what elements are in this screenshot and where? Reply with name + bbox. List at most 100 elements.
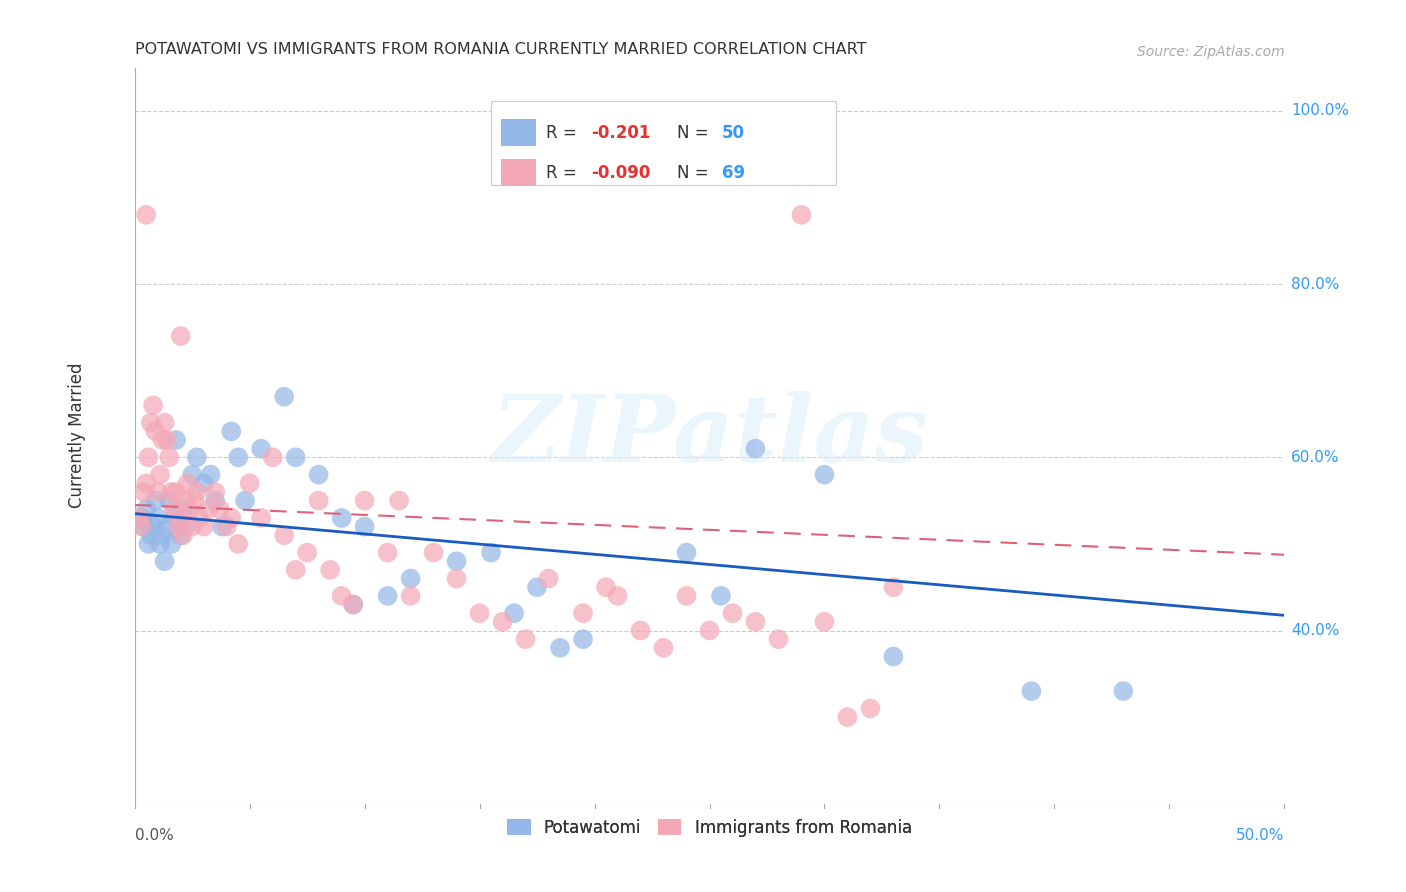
Text: 40.0%: 40.0% (1291, 623, 1340, 638)
Point (710, 589, 733, 603)
Point (262, 450, 284, 465)
Bar (491, 101, 837, 186)
Point (172, 502, 194, 516)
Point (882, 649, 904, 664)
Point (135, 502, 157, 516)
Point (537, 572, 560, 586)
Point (170, 329, 193, 343)
Point (675, 545, 697, 559)
Point (319, 563, 342, 577)
Point (139, 528, 162, 542)
Point (138, 450, 160, 465)
Point (146, 511, 169, 525)
Point (135, 476, 157, 491)
Point (744, 615, 766, 629)
Point (503, 606, 526, 620)
Point (422, 545, 444, 559)
Point (160, 485, 183, 500)
Point (170, 528, 193, 542)
Point (768, 632, 790, 647)
Point (149, 467, 172, 482)
Point (145, 493, 167, 508)
Point (295, 545, 318, 559)
Point (837, 710, 859, 724)
Point (197, 502, 219, 516)
Bar (502, 159, 536, 186)
Point (145, 425, 167, 439)
Point (630, 624, 652, 638)
Point (170, 511, 193, 525)
Point (215, 519, 238, 533)
Point (150, 433, 173, 447)
Text: Source: ZipAtlas.com: Source: ZipAtlas.com (1136, 45, 1284, 59)
Point (186, 485, 208, 500)
Point (388, 493, 411, 508)
Point (142, 398, 165, 412)
Text: 50.0%: 50.0% (1236, 828, 1284, 843)
Point (128, 511, 150, 525)
Point (675, 589, 697, 603)
Point (219, 511, 242, 525)
Point (721, 606, 744, 620)
Text: 0.0%: 0.0% (135, 828, 173, 843)
Point (156, 433, 179, 447)
Text: -0.090: -0.090 (591, 164, 651, 182)
Bar (502, 120, 536, 146)
Point (377, 545, 399, 559)
Point (174, 519, 197, 533)
Point (165, 485, 187, 500)
Point (399, 572, 422, 586)
Text: 50: 50 (723, 124, 745, 142)
Point (211, 519, 233, 533)
Text: R =: R = (547, 124, 582, 142)
Point (859, 701, 882, 715)
Text: 100.0%: 100.0% (1291, 103, 1350, 119)
Point (132, 519, 155, 533)
Point (160, 537, 183, 551)
Point (163, 502, 186, 516)
Text: 60.0%: 60.0% (1291, 450, 1340, 465)
Point (515, 632, 537, 647)
Point (181, 467, 204, 482)
Point (219, 425, 242, 439)
Point (179, 502, 201, 516)
Legend: Potawatomi, Immigrants from Romania: Potawatomi, Immigrants from Romania (501, 812, 918, 843)
Point (446, 572, 468, 586)
Text: N =: N = (678, 124, 714, 142)
Point (226, 450, 249, 465)
Point (186, 450, 208, 465)
Point (491, 615, 513, 629)
Text: N =: N = (678, 164, 714, 182)
Point (193, 519, 215, 533)
Point (284, 563, 307, 577)
Text: R =: R = (547, 164, 582, 182)
Point (526, 580, 548, 594)
Point (163, 511, 186, 525)
Point (138, 537, 160, 551)
Point (284, 450, 307, 465)
Point (353, 493, 375, 508)
Point (146, 485, 169, 500)
Point (250, 442, 273, 456)
Point (226, 537, 249, 551)
Point (353, 519, 375, 533)
Point (330, 511, 353, 525)
Text: -0.201: -0.201 (591, 124, 651, 142)
Text: 80.0%: 80.0% (1291, 277, 1340, 292)
Point (153, 554, 176, 568)
Text: Currently Married: Currently Married (69, 363, 86, 508)
Point (200, 467, 222, 482)
Point (172, 528, 194, 542)
Text: POTAWATOMI VS IMMIGRANTS FROM ROMANIA CURRENTLY MARRIED CORRELATION CHART: POTAWATOMI VS IMMIGRANTS FROM ROMANIA CU… (135, 42, 866, 57)
Point (1021, 684, 1043, 698)
Point (572, 606, 595, 620)
Point (150, 528, 173, 542)
Point (468, 606, 491, 620)
Point (813, 615, 835, 629)
Point (156, 519, 179, 533)
Point (204, 485, 226, 500)
Point (167, 519, 190, 533)
Point (1112, 684, 1135, 698)
Point (204, 493, 226, 508)
Point (153, 416, 176, 430)
